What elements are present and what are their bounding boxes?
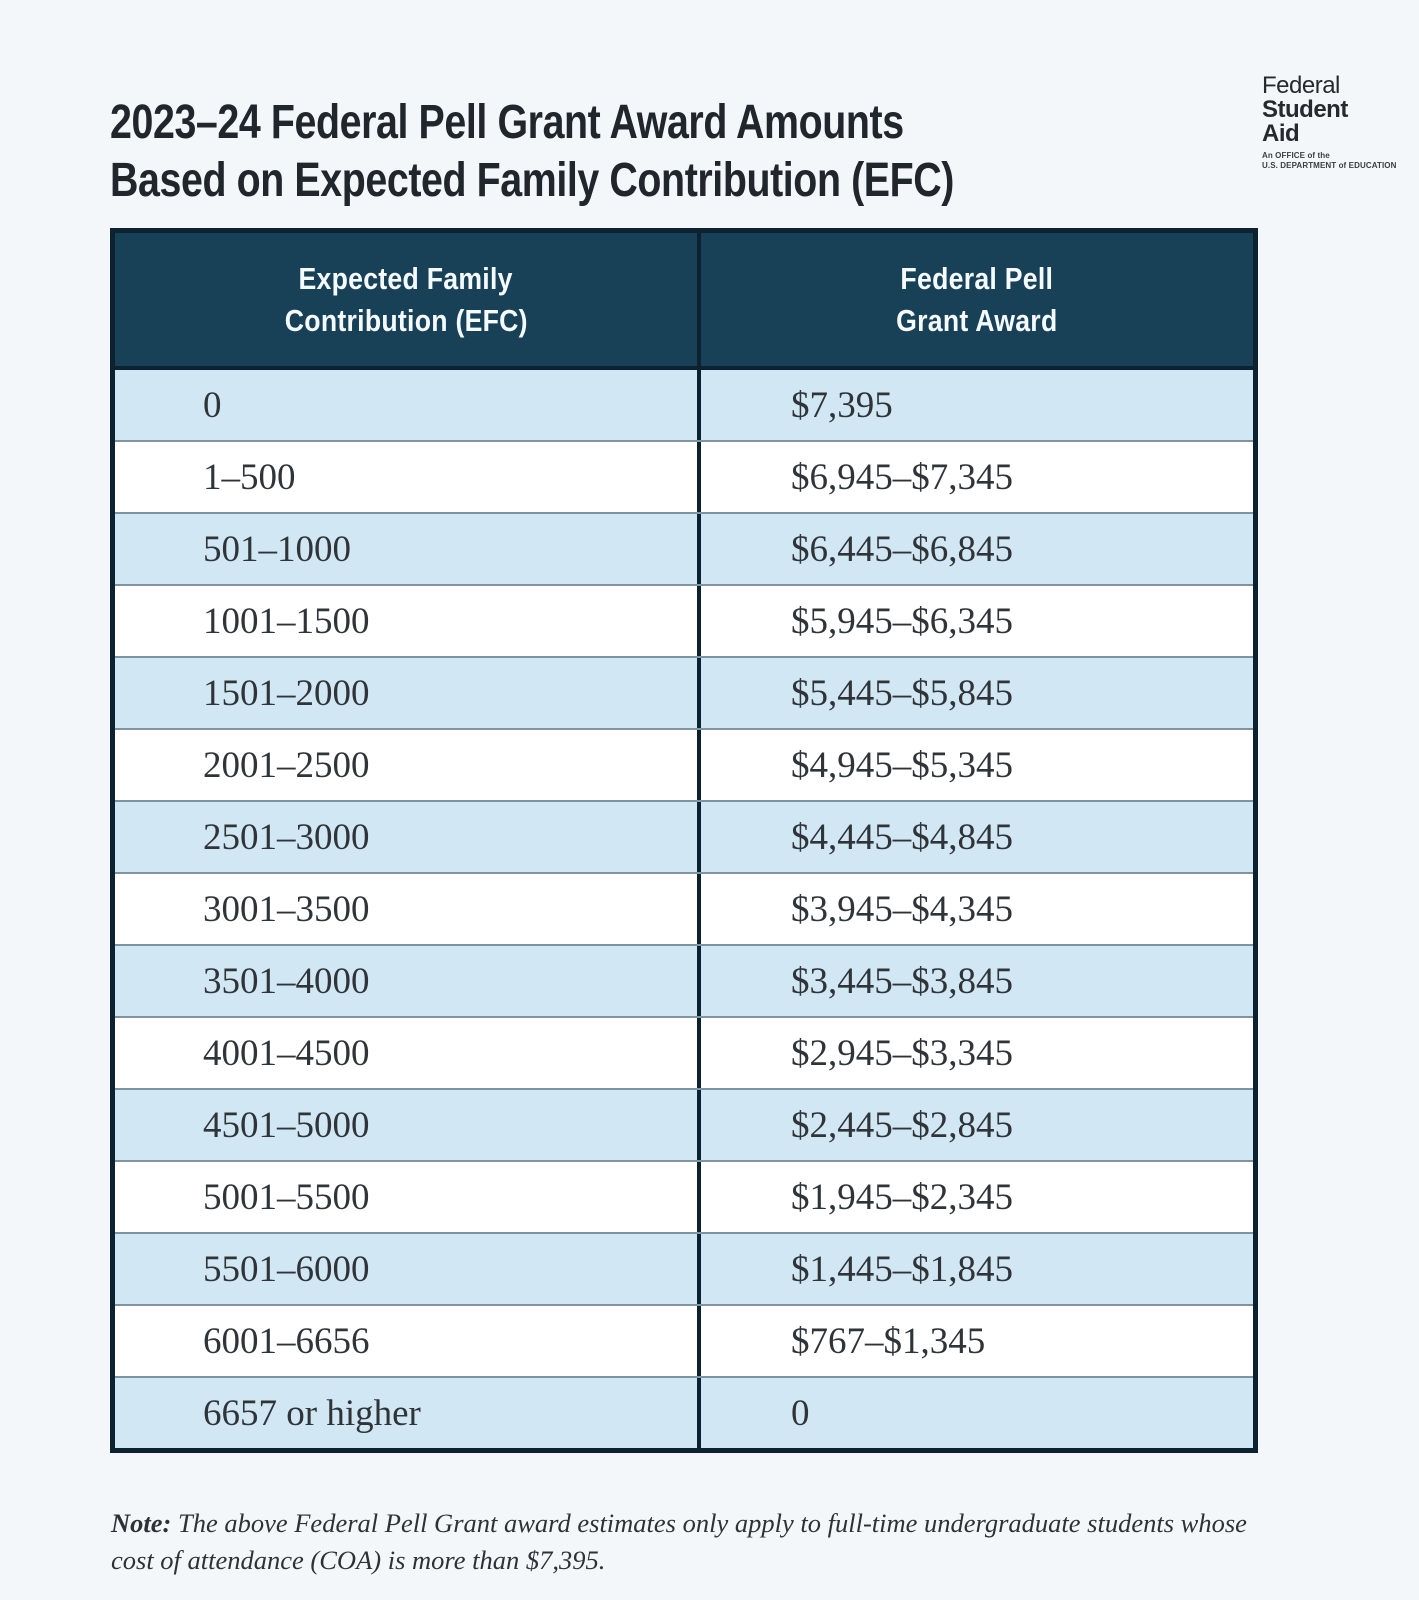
efc-value: 4501–5000 xyxy=(203,1104,370,1146)
efc-cell: 6001–6656 xyxy=(115,1306,701,1376)
award-cell: 0 xyxy=(701,1378,1253,1448)
award-cell: $2,445–$2,845 xyxy=(701,1090,1253,1160)
award-value: $7,395 xyxy=(791,384,893,426)
award-cell: $6,945–$7,345 xyxy=(701,442,1253,512)
efc-cell: 1501–2000 xyxy=(115,658,701,728)
award-value: $4,445–$4,845 xyxy=(791,816,1013,858)
logo-word-student: Student xyxy=(1262,96,1348,123)
table-body: 0 $7,395 1–500 $6,945–$7,345 501–1000 $6… xyxy=(115,370,1253,1448)
efc-cell: 6657 or higher xyxy=(115,1378,701,1448)
table-header-award-line-2: Grant Award xyxy=(896,302,1058,338)
footnote-text: The above Federal Pell Grant award estim… xyxy=(111,1507,1247,1576)
award-cell: $1,945–$2,345 xyxy=(701,1162,1253,1232)
award-value: $767–$1,345 xyxy=(791,1320,986,1362)
table-header-efc-line-1: Expected Family xyxy=(298,260,514,296)
page-title-line-1: 2023–24 Federal Pell Grant Award Amounts xyxy=(110,96,904,150)
efc-cell: 2501–3000 xyxy=(115,802,701,872)
table-row: 1001–1500 $5,945–$6,345 xyxy=(115,584,1253,656)
footnote-label: Note: xyxy=(111,1507,172,1538)
table-row: 6657 or higher 0 xyxy=(115,1376,1253,1448)
logo-tagline-line-2: U.S. DEPARTMENT of EDUCATION xyxy=(1262,161,1397,170)
table-header-efc-line-2: Contribution (EFC) xyxy=(284,302,528,338)
award-cell: $5,945–$6,345 xyxy=(701,586,1253,656)
award-cell: $767–$1,345 xyxy=(701,1306,1253,1376)
efc-value: 3001–3500 xyxy=(203,888,370,930)
table-row: 0 $7,395 xyxy=(115,370,1253,440)
efc-cell: 3501–4000 xyxy=(115,946,701,1016)
logo-word-federal: Federal xyxy=(1262,72,1340,99)
award-cell: $3,945–$4,345 xyxy=(701,874,1253,944)
efc-value: 6657 or higher xyxy=(203,1392,421,1434)
table-row: 5001–5500 $1,945–$2,345 xyxy=(115,1160,1253,1232)
efc-value: 2001–2500 xyxy=(203,744,370,786)
table-row: 5501–6000 $1,445–$1,845 xyxy=(115,1232,1253,1304)
table-header-efc: Expected Family Contribution (EFC) xyxy=(115,233,701,366)
page-title-line-2: Based on Expected Family Contribution (E… xyxy=(110,154,954,208)
efc-value: 6001–6656 xyxy=(203,1320,370,1362)
award-value: $1,445–$1,845 xyxy=(791,1248,1013,1290)
efc-value: 1501–2000 xyxy=(203,672,370,714)
pell-grant-table: Expected Family Contribution (EFC) Feder… xyxy=(110,228,1258,1453)
efc-cell: 5501–6000 xyxy=(115,1234,701,1304)
award-cell: $1,445–$1,845 xyxy=(701,1234,1253,1304)
table-row: 4001–4500 $2,945–$3,345 xyxy=(115,1016,1253,1088)
table-row: 1–500 $6,945–$7,345 xyxy=(115,440,1253,512)
award-value: $2,445–$2,845 xyxy=(791,1104,1013,1146)
award-value: $6,445–$6,845 xyxy=(791,528,1013,570)
table-header-row: Expected Family Contribution (EFC) Feder… xyxy=(115,233,1253,370)
table-header-award: Federal Pell Grant Award xyxy=(701,233,1253,366)
logo-tagline-line-1: An OFFICE of the xyxy=(1262,151,1330,160)
award-value: $3,945–$4,345 xyxy=(791,888,1013,930)
award-cell: $5,445–$5,845 xyxy=(701,658,1253,728)
award-value: $1,945–$2,345 xyxy=(791,1176,1013,1218)
award-value: $5,445–$5,845 xyxy=(791,672,1013,714)
efc-cell: 3001–3500 xyxy=(115,874,701,944)
efc-value: 1–500 xyxy=(203,456,296,498)
page-title: 2023–24 Federal Pell Grant Award Amounts… xyxy=(110,94,954,210)
logo-tagline: An OFFICE of the U.S. DEPARTMENT of EDUC… xyxy=(1262,151,1397,171)
efc-cell: 2001–2500 xyxy=(115,730,701,800)
footnote: Note: The above Federal Pell Grant award… xyxy=(111,1505,1263,1580)
award-value: $2,945–$3,345 xyxy=(791,1032,1013,1074)
efc-cell: 501–1000 xyxy=(115,514,701,584)
table-row: 3001–3500 $3,945–$4,345 xyxy=(115,872,1253,944)
award-cell: $7,395 xyxy=(701,370,1253,440)
efc-cell: 5001–5500 xyxy=(115,1162,701,1232)
award-value: $6,945–$7,345 xyxy=(791,456,1013,498)
efc-cell: 1–500 xyxy=(115,442,701,512)
table-row: 6001–6656 $767–$1,345 xyxy=(115,1304,1253,1376)
efc-value: 3501–4000 xyxy=(203,960,370,1002)
efc-cell: 4001–4500 xyxy=(115,1018,701,1088)
federal-student-aid-logo: Federal Student Aid An OFFICE of the U.S… xyxy=(1262,74,1397,171)
award-value: 0 xyxy=(791,1392,810,1434)
table-row: 1501–2000 $5,445–$5,845 xyxy=(115,656,1253,728)
efc-value: 501–1000 xyxy=(203,528,351,570)
logo-word-aid: Aid xyxy=(1262,120,1300,147)
efc-value: 0 xyxy=(203,384,222,426)
efc-value: 4001–4500 xyxy=(203,1032,370,1074)
award-cell: $2,945–$3,345 xyxy=(701,1018,1253,1088)
award-cell: $3,445–$3,845 xyxy=(701,946,1253,1016)
table-row: 501–1000 $6,445–$6,845 xyxy=(115,512,1253,584)
award-cell: $4,945–$5,345 xyxy=(701,730,1253,800)
table-row: 2501–3000 $4,445–$4,845 xyxy=(115,800,1253,872)
award-value: $5,945–$6,345 xyxy=(791,600,1013,642)
efc-value: 2501–3000 xyxy=(203,816,370,858)
table-row: 2001–2500 $4,945–$5,345 xyxy=(115,728,1253,800)
efc-cell: 0 xyxy=(115,370,701,440)
table-row: 3501–4000 $3,445–$3,845 xyxy=(115,944,1253,1016)
award-value: $3,445–$3,845 xyxy=(791,960,1013,1002)
table-header-award-line-1: Federal Pell xyxy=(900,260,1054,296)
efc-value: 5001–5500 xyxy=(203,1176,370,1218)
efc-cell: 4501–5000 xyxy=(115,1090,701,1160)
efc-value: 1001–1500 xyxy=(203,600,370,642)
table-row: 4501–5000 $2,445–$2,845 xyxy=(115,1088,1253,1160)
award-cell: $4,445–$4,845 xyxy=(701,802,1253,872)
efc-value: 5501–6000 xyxy=(203,1248,370,1290)
efc-cell: 1001–1500 xyxy=(115,586,701,656)
award-cell: $6,445–$6,845 xyxy=(701,514,1253,584)
award-value: $4,945–$5,345 xyxy=(791,744,1013,786)
